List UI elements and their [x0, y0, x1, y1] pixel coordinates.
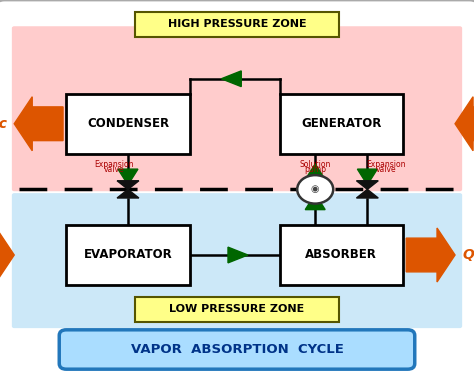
Text: CONDENSER: CONDENSER — [87, 117, 169, 130]
Polygon shape — [356, 181, 378, 189]
FancyArrow shape — [406, 228, 455, 282]
Text: Expansion: Expansion — [94, 160, 134, 169]
Text: Qg: Qg — [462, 117, 474, 131]
Text: Qe: Qe — [0, 248, 7, 262]
FancyBboxPatch shape — [280, 225, 403, 285]
Polygon shape — [357, 169, 377, 185]
FancyArrow shape — [0, 228, 14, 282]
FancyBboxPatch shape — [59, 330, 415, 369]
Text: valve: valve — [103, 165, 124, 174]
Text: Expansion: Expansion — [366, 160, 406, 169]
Text: pump: pump — [304, 165, 326, 174]
Polygon shape — [356, 189, 378, 198]
Text: EVAPORATOR: EVAPORATOR — [83, 249, 173, 261]
FancyBboxPatch shape — [66, 225, 190, 285]
Text: Solution: Solution — [300, 160, 331, 169]
Polygon shape — [228, 247, 248, 263]
FancyBboxPatch shape — [280, 94, 403, 154]
Text: valve: valve — [376, 165, 397, 174]
Text: GENERATOR: GENERATOR — [301, 117, 382, 130]
FancyBboxPatch shape — [12, 26, 462, 191]
Text: VAPOR  ABSORPTION  CYCLE: VAPOR ABSORPTION CYCLE — [130, 343, 344, 356]
Text: LOW PRESSURE ZONE: LOW PRESSURE ZONE — [169, 304, 305, 314]
Text: HIGH PRESSURE ZONE: HIGH PRESSURE ZONE — [168, 20, 306, 29]
Polygon shape — [305, 194, 325, 210]
Circle shape — [297, 175, 333, 204]
Polygon shape — [117, 181, 139, 189]
Text: Qc: Qc — [0, 117, 7, 131]
FancyArrow shape — [455, 97, 474, 151]
Polygon shape — [118, 169, 138, 185]
Polygon shape — [221, 71, 241, 87]
FancyArrow shape — [14, 97, 63, 151]
Polygon shape — [305, 164, 325, 180]
FancyBboxPatch shape — [66, 94, 190, 154]
Text: ◉: ◉ — [311, 184, 319, 194]
FancyBboxPatch shape — [135, 297, 339, 322]
FancyBboxPatch shape — [12, 193, 462, 328]
Text: Qa: Qa — [462, 248, 474, 262]
FancyBboxPatch shape — [135, 12, 339, 36]
Text: ABSORBER: ABSORBER — [305, 249, 377, 261]
Polygon shape — [117, 189, 139, 198]
